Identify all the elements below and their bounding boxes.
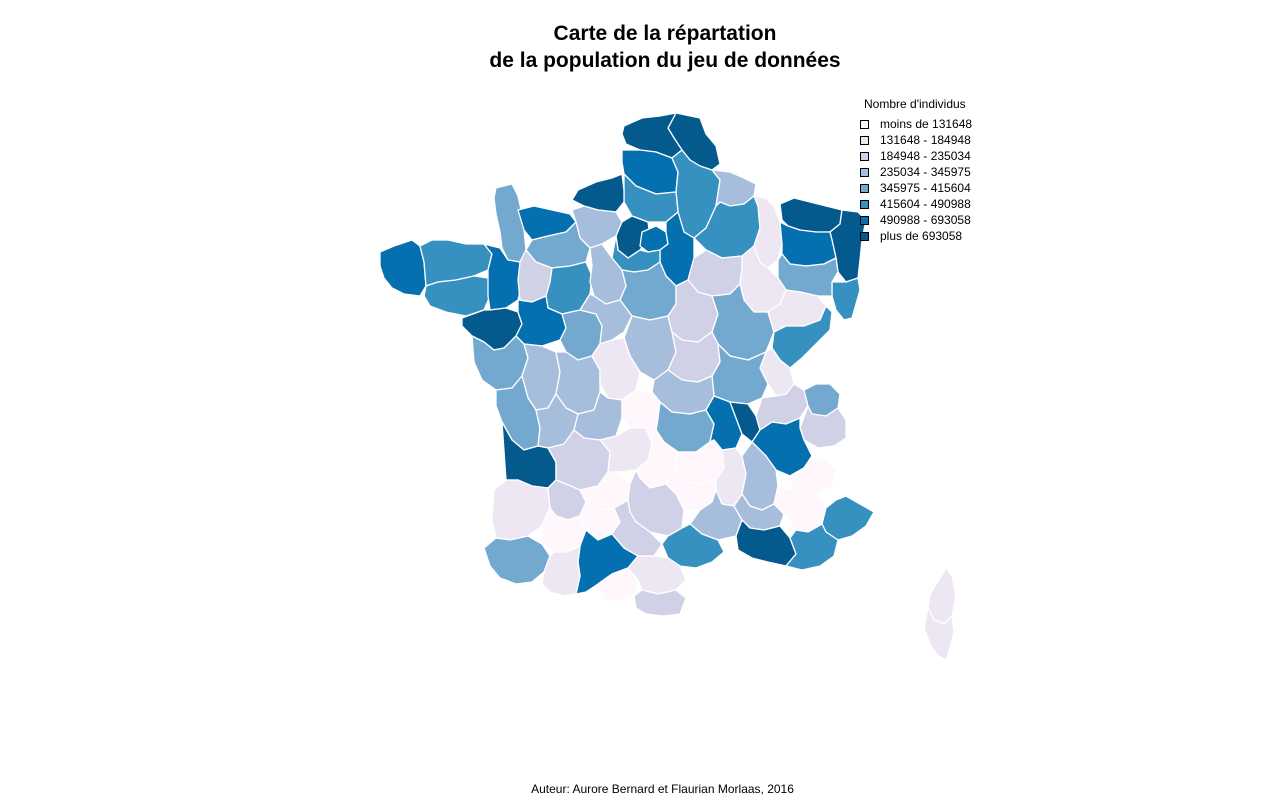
legend-swatch bbox=[860, 215, 869, 225]
legend-swatch bbox=[860, 151, 869, 161]
department-aude bbox=[627, 555, 687, 595]
legend-item: 131648 - 184948 bbox=[860, 132, 972, 148]
department-seine-maritime bbox=[571, 173, 625, 213]
legend-item: 184948 - 235034 bbox=[860, 148, 972, 164]
legend-swatch bbox=[860, 231, 869, 241]
legend-title: Nombre d'individus bbox=[864, 97, 966, 111]
department-pyrenees-atlantiques bbox=[483, 535, 551, 585]
legend-label: 131648 - 184948 bbox=[880, 133, 971, 147]
department-loir-et-cher bbox=[579, 293, 633, 345]
department-var bbox=[785, 523, 839, 571]
legend-label: 490988 - 693058 bbox=[880, 213, 971, 227]
map-title-line-2: de la population du jeu de données bbox=[489, 49, 841, 72]
department-hautes-pyrenees bbox=[541, 545, 581, 597]
legend-swatch bbox=[860, 167, 869, 177]
department-meuse bbox=[753, 195, 783, 269]
legend-item: 490988 - 693058 bbox=[860, 212, 972, 228]
legend-swatch bbox=[860, 135, 869, 145]
map-title-line-1: Carte de la répartation bbox=[553, 22, 777, 45]
legend-item: 235034 - 345975 bbox=[860, 164, 972, 180]
legend-item: 345975 - 415604 bbox=[860, 180, 972, 196]
department-ain bbox=[755, 383, 809, 431]
legend-label: 345975 - 415604 bbox=[880, 181, 971, 195]
department-landes bbox=[491, 479, 551, 541]
legend-item: 415604 - 490988 bbox=[860, 196, 972, 212]
legend-item: moins de 131648 bbox=[860, 116, 972, 132]
legend-item: plus de 693058 bbox=[860, 228, 972, 244]
legend-label: moins de 131648 bbox=[880, 117, 973, 131]
legend-swatch bbox=[860, 119, 869, 129]
legend-label: 415604 - 490988 bbox=[880, 197, 971, 211]
legend-swatch bbox=[860, 199, 869, 209]
department-morbihan bbox=[423, 275, 491, 317]
legend-label: 184948 - 235034 bbox=[880, 149, 971, 163]
map-title: Carte de la répartation de la population… bbox=[330, 20, 1000, 74]
department-tarn bbox=[611, 499, 663, 557]
department-corse-du-sud bbox=[923, 607, 955, 661]
legend-label: plus de 693058 bbox=[880, 229, 963, 243]
author-credit: Auteur: Aurore Bernard et Flaurian Morla… bbox=[531, 782, 794, 796]
legend-label: 235034 - 345975 bbox=[880, 165, 971, 179]
department-haut-rhin bbox=[831, 277, 861, 321]
department-pyrenees-orientales bbox=[633, 589, 687, 617]
legend: Nombre d'individus moins de 131648 131648… bbox=[860, 97, 972, 244]
department-ariege bbox=[597, 567, 639, 603]
department-alpes-maritimes bbox=[821, 495, 875, 541]
department-finistere bbox=[379, 239, 427, 297]
legend-swatch bbox=[860, 183, 869, 193]
